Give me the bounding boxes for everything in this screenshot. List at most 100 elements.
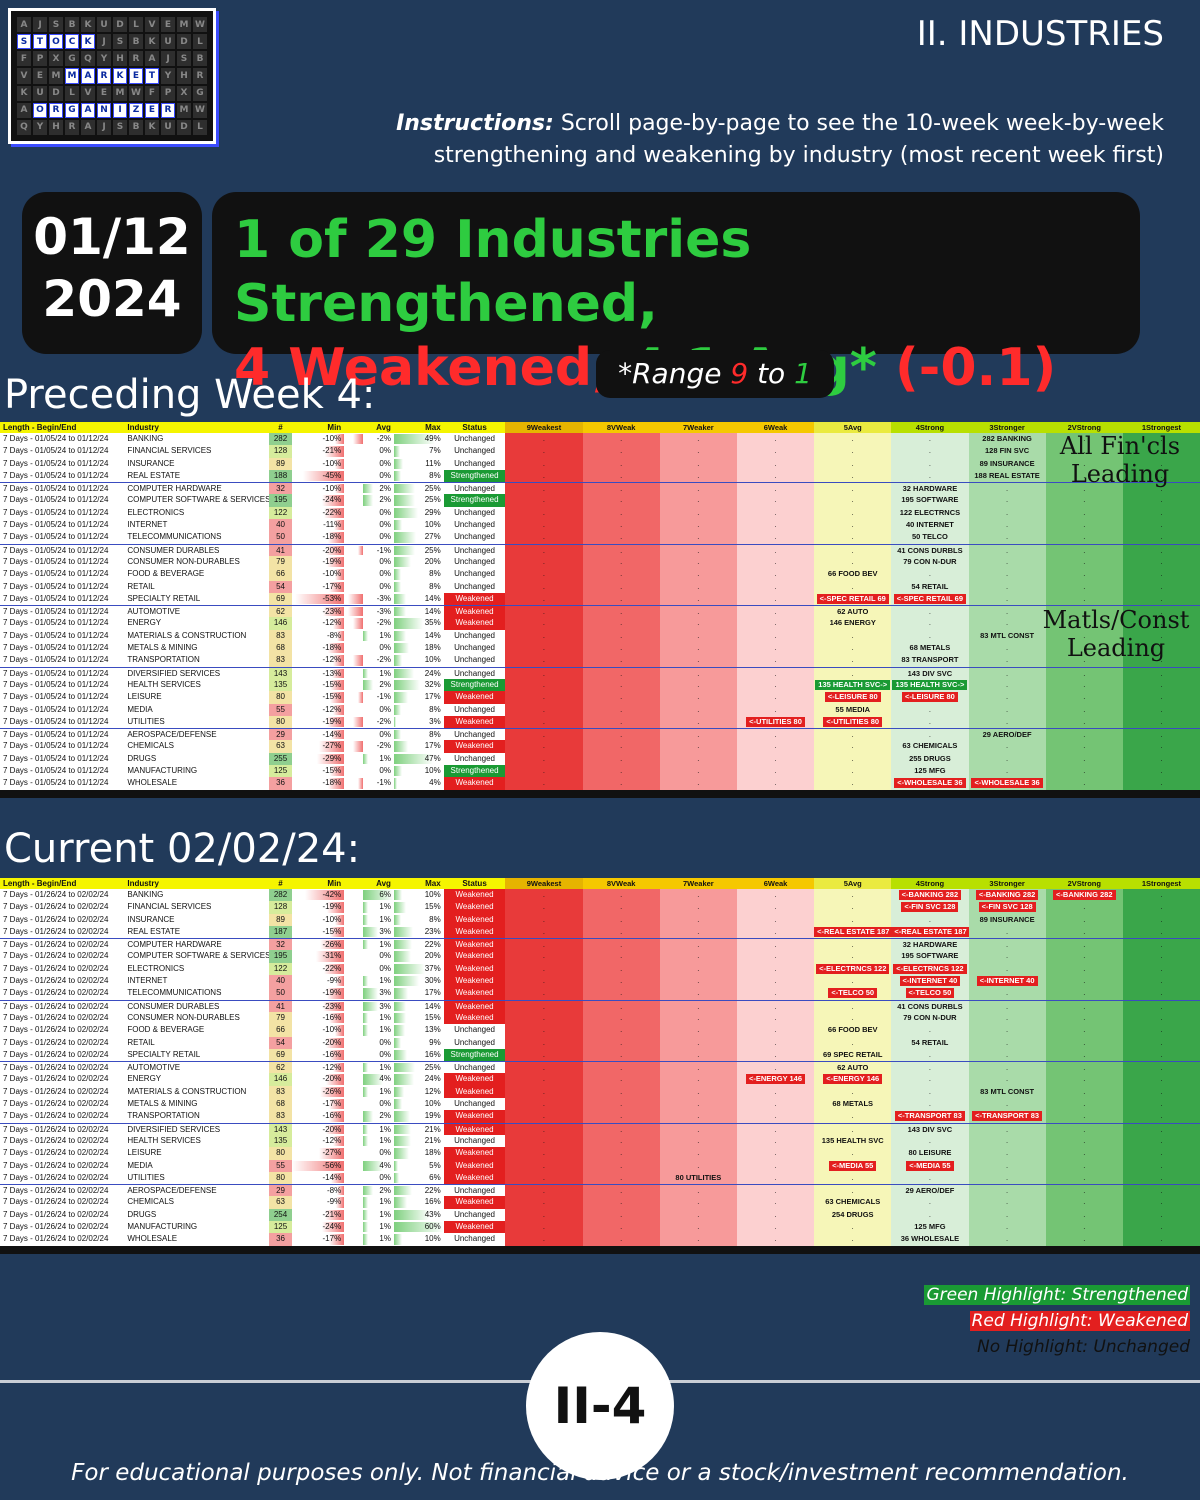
min-bar xyxy=(330,926,345,938)
period-cell: 7 Days - 01/05/24 to 01/12/24 xyxy=(3,569,109,579)
table-row: 7 Days - 01/26/24 to 02/02/24 DRUGS 254 -21… xyxy=(0,1208,1200,1222)
avg-bar xyxy=(348,593,364,605)
industry-cell: DIVERSIFIED SERVICES xyxy=(127,668,221,678)
min-value: -20% xyxy=(322,1037,342,1047)
status-cell: Unchanged xyxy=(454,1234,495,1244)
strength-cell: 125 MFG xyxy=(891,765,969,778)
strength-cell: <-BANKING 282 xyxy=(968,889,1046,902)
table-row: 7 Days - 01/26/24 to 02/02/24 LEISURE 80 -2… xyxy=(0,1147,1200,1160)
strength-cell: . xyxy=(968,752,1046,766)
period-cell: 7 Days - 01/05/24 to 01/12/24 xyxy=(3,607,109,617)
strength-cell: . xyxy=(659,667,737,679)
logo-tile: W xyxy=(193,102,207,118)
count-cell: 89 xyxy=(268,457,293,470)
min-cell: -16% xyxy=(292,1110,345,1122)
status-cell: Strengthened xyxy=(443,494,506,507)
avg-value: 6% xyxy=(379,890,391,899)
industry-cell: FINANCIAL SERVICES xyxy=(127,446,212,456)
table-row: 7 Days - 01/26/24 to 02/02/24 CONSUMER DU… xyxy=(0,999,1200,1012)
max-value: 10% xyxy=(424,1099,441,1109)
logo-tile: J xyxy=(97,119,111,135)
strength-cell: . xyxy=(1122,469,1200,483)
strength-cell: . xyxy=(1122,506,1200,520)
max-value: 29% xyxy=(424,507,441,517)
status-cell: Unchanged xyxy=(454,545,495,555)
strength-cell: <-UTILITIES 80 xyxy=(736,715,815,729)
strength-cell: . xyxy=(891,703,969,716)
period-cell: 7 Days - 01/05/24 to 01/12/24 xyxy=(3,520,109,530)
logo-tile: V xyxy=(81,85,95,101)
strength-cell: . xyxy=(659,445,737,458)
strength-cell: . xyxy=(1045,925,1123,939)
period-cell: 7 Days - 01/26/24 to 02/02/24 xyxy=(3,940,109,950)
status-cell: Unchanged xyxy=(454,1037,495,1047)
max-bar xyxy=(393,1063,415,1073)
avg-bar xyxy=(363,679,374,691)
min-value: -19% xyxy=(322,556,342,566)
table-row: 7 Days - 01/05/24 to 01/12/24 RETAIL 54 -17… xyxy=(0,580,1200,593)
max-cell: 25% xyxy=(393,494,444,506)
logo-tile: V xyxy=(17,68,31,84)
table-row: 7 Days - 01/05/24 to 01/12/24 INSURANCE 89… xyxy=(0,457,1200,470)
strength-cell: . xyxy=(968,606,1046,618)
avg-cell: -2% xyxy=(344,617,394,629)
strength-cell: 282 BANKING xyxy=(968,433,1046,446)
strength-cell: . xyxy=(582,494,660,507)
strength-cell: . xyxy=(505,1221,583,1234)
min-bar xyxy=(330,679,345,691)
strength-cell: . xyxy=(582,1048,660,1062)
strength-cell: . xyxy=(659,777,737,790)
avg-cell: 1% xyxy=(344,1233,394,1245)
max-cell: 30% xyxy=(393,975,444,987)
logo-tile: S xyxy=(113,119,127,135)
logo-tile: B xyxy=(129,34,143,50)
strength-cell: . xyxy=(814,629,892,643)
strength-cell: . xyxy=(1122,729,1200,741)
strength-cell: . xyxy=(659,889,737,902)
industry-tag: 89 INSURANCE xyxy=(979,458,1035,468)
strength-cell: . xyxy=(582,1147,660,1160)
industry-tag: 122 ELECTRNCS xyxy=(899,507,961,517)
avg-bar xyxy=(363,1012,369,1024)
strength-cell: . xyxy=(968,1011,1046,1025)
strength-cell: . xyxy=(1122,765,1200,778)
min-bar xyxy=(322,1222,345,1233)
min-cell: -13% xyxy=(292,668,345,679)
max-cell: 7% xyxy=(393,445,444,457)
min-value: -12% xyxy=(322,1063,342,1073)
avg-cell: 0% xyxy=(344,470,394,482)
strength-cell: . xyxy=(968,1123,1046,1135)
max-value: 5% xyxy=(429,1160,441,1170)
strength-cell: . xyxy=(1045,740,1123,753)
strength-cell: . xyxy=(582,1196,660,1209)
status-cell: Unchanged xyxy=(454,753,495,763)
avg-value: 4% xyxy=(379,1074,391,1084)
max-value: 6% xyxy=(429,1172,441,1182)
avg-cell: 3% xyxy=(344,1001,394,1012)
min-cell: -14% xyxy=(292,729,345,740)
min-cell: -12% xyxy=(292,704,345,716)
logo-tile: E xyxy=(33,68,47,84)
avg-cell: -2% xyxy=(344,654,394,666)
max-bar xyxy=(393,1222,444,1233)
strength-cell: . xyxy=(736,1185,815,1197)
max-bar xyxy=(393,520,403,531)
strength-cell: . xyxy=(736,519,815,532)
max-bar xyxy=(393,766,403,777)
strength-cell: . xyxy=(891,1134,969,1148)
avg-cell: 0% xyxy=(344,1172,394,1184)
max-value: 15% xyxy=(424,902,441,912)
min-cell: -10% xyxy=(292,914,345,926)
strength-cell: . xyxy=(1045,691,1123,704)
min-bar xyxy=(320,1086,345,1098)
period-cell: 7 Days - 01/05/24 to 01/12/24 xyxy=(3,593,109,603)
strength-cell: . xyxy=(1045,1196,1123,1209)
date-year: 2024 xyxy=(42,270,182,328)
max-cell: 21% xyxy=(393,1135,444,1147)
min-value: -16% xyxy=(322,1012,342,1022)
industry-tag: <-LEISURE 80 xyxy=(902,692,958,703)
min-bar xyxy=(320,940,345,950)
strength-cell: . xyxy=(582,606,660,618)
strength-cell: . xyxy=(1122,1011,1200,1025)
avg-bar xyxy=(353,434,364,445)
